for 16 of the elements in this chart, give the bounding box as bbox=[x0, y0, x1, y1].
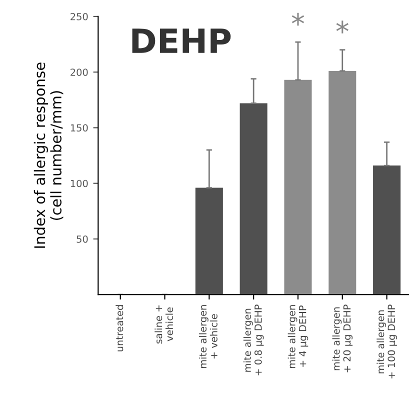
x-tick-label: mite allergen + 4 μg DEHP bbox=[288, 305, 308, 368]
y-tick-label: 200 bbox=[70, 68, 88, 76]
y-tick-label: 50 bbox=[76, 235, 88, 243]
x-tick-label: mite allergen + 100 μg DEHP bbox=[376, 304, 397, 378]
y-tick-label: 250 bbox=[70, 12, 88, 20]
y-tick-label: 100 bbox=[70, 180, 88, 188]
annotation: * bbox=[336, 20, 349, 34]
x-tick-label: untreated bbox=[116, 305, 124, 352]
x-tick-label: mite allergen + vehicle bbox=[199, 305, 218, 368]
x-tick-label: saline + vehicle bbox=[154, 305, 174, 344]
y-axis-title: Index of allergic response (cell number/mm) bbox=[34, 62, 64, 248]
x-tick-label: mite allergen + 20 μg DEHP bbox=[332, 304, 353, 372]
annotation: * bbox=[292, 12, 304, 26]
x-tick-label: mite allergen + 0.8 μg DEHP bbox=[243, 304, 264, 376]
chart-title: DEHP bbox=[132, 28, 231, 53]
y-tick-label: 150 bbox=[70, 124, 88, 132]
